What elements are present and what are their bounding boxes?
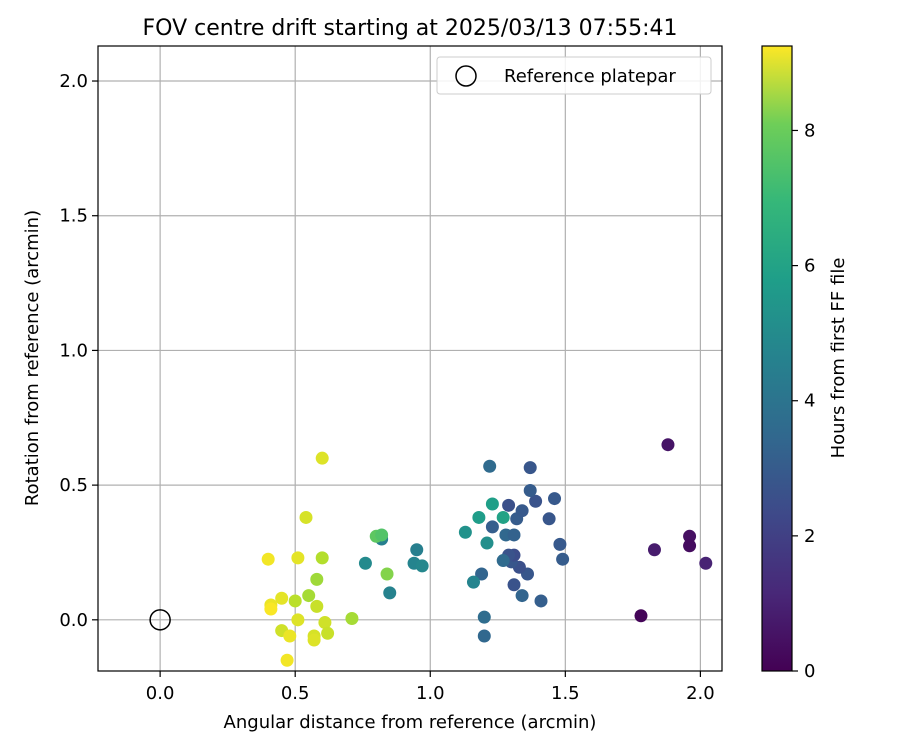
data-point bbox=[502, 498, 516, 512]
data-point bbox=[458, 525, 472, 539]
data-point bbox=[318, 616, 332, 630]
data-point bbox=[534, 594, 548, 608]
data-points bbox=[261, 438, 713, 667]
data-point bbox=[345, 611, 359, 625]
data-point bbox=[661, 438, 675, 452]
legend-entry-reference: Reference platepar bbox=[504, 66, 676, 87]
data-point bbox=[477, 629, 491, 643]
data-point bbox=[683, 539, 697, 553]
data-point bbox=[264, 602, 278, 616]
legend: Reference platepar bbox=[436, 56, 712, 95]
data-point bbox=[485, 497, 499, 511]
colorbar-tick-label: 2 bbox=[804, 526, 815, 547]
data-point bbox=[477, 610, 491, 624]
colorbar-label: Hours from first FF file bbox=[828, 258, 849, 459]
x-tick-label: 2.0 bbox=[686, 683, 715, 704]
x-tick-label: 1.5 bbox=[551, 683, 580, 704]
data-point bbox=[553, 537, 567, 551]
y-tick-label: 1.5 bbox=[59, 206, 88, 227]
colorbar-tick-label: 8 bbox=[804, 120, 815, 141]
data-point bbox=[280, 653, 294, 667]
data-point bbox=[480, 536, 494, 550]
data-point bbox=[299, 510, 313, 524]
y-axis-ticks: 0.0 0.5 1.0 1.5 2.0 bbox=[59, 71, 98, 631]
data-point bbox=[275, 591, 289, 605]
colorbar-ticks: 0 2 4 6 8 bbox=[792, 120, 815, 682]
data-point bbox=[472, 510, 486, 524]
data-point bbox=[302, 589, 316, 603]
data-point bbox=[515, 589, 529, 603]
data-point bbox=[496, 554, 510, 568]
data-point bbox=[485, 520, 499, 534]
data-point bbox=[523, 461, 537, 475]
colorbar-tick-label: 0 bbox=[804, 661, 815, 682]
data-point bbox=[507, 578, 521, 592]
data-point bbox=[415, 559, 429, 573]
data-point bbox=[291, 613, 305, 627]
y-tick-label: 0.5 bbox=[59, 475, 88, 496]
reference-marker-group bbox=[149, 609, 171, 631]
data-point bbox=[375, 528, 389, 542]
data-point bbox=[483, 459, 497, 473]
data-point bbox=[291, 551, 305, 565]
x-tick-label: 0.5 bbox=[281, 683, 310, 704]
chart-title: FOV centre drift starting at 2025/03/13 … bbox=[143, 16, 678, 41]
legend-marker-circle-icon bbox=[455, 65, 477, 87]
data-point bbox=[683, 529, 697, 543]
data-point bbox=[515, 504, 529, 518]
data-point bbox=[699, 556, 713, 570]
data-point bbox=[288, 594, 302, 608]
y-tick-label: 2.0 bbox=[59, 71, 88, 92]
data-point bbox=[310, 572, 324, 586]
y-tick-label: 1.0 bbox=[59, 340, 88, 361]
colorbar bbox=[761, 45, 793, 672]
x-axis-label: Angular distance from reference (arcmin) bbox=[224, 712, 597, 733]
data-point bbox=[548, 492, 562, 506]
x-axis-ticks: 0.0 0.5 1.0 1.5 2.0 bbox=[146, 671, 715, 704]
reference-platepar-marker bbox=[149, 609, 171, 631]
data-point bbox=[315, 451, 329, 465]
data-point bbox=[307, 633, 321, 647]
data-point bbox=[466, 575, 480, 589]
grid-lines bbox=[98, 46, 722, 671]
data-point bbox=[410, 543, 424, 557]
x-tick-label: 0.0 bbox=[146, 683, 175, 704]
data-point bbox=[315, 551, 329, 565]
data-point bbox=[507, 528, 521, 542]
data-point bbox=[358, 556, 372, 570]
data-point bbox=[321, 626, 335, 640]
data-point bbox=[556, 552, 570, 566]
colorbar-tick-label: 4 bbox=[804, 391, 815, 412]
data-point bbox=[529, 494, 543, 508]
y-tick-label: 0.0 bbox=[59, 610, 88, 631]
data-point bbox=[380, 567, 394, 581]
x-tick-label: 1.0 bbox=[416, 683, 445, 704]
data-point bbox=[647, 543, 661, 557]
data-point bbox=[523, 484, 537, 498]
data-point bbox=[383, 586, 397, 600]
plot-frame bbox=[97, 45, 723, 672]
y-axis-label: Rotation from reference (arcmin) bbox=[22, 210, 43, 506]
data-point bbox=[475, 567, 489, 581]
data-point bbox=[261, 552, 275, 566]
data-point bbox=[634, 609, 648, 623]
legend-box bbox=[436, 56, 712, 95]
data-point bbox=[310, 599, 324, 613]
data-point bbox=[283, 629, 297, 643]
data-point bbox=[496, 510, 510, 524]
data-point bbox=[542, 512, 556, 526]
colorbar-tick-label: 6 bbox=[804, 256, 815, 277]
